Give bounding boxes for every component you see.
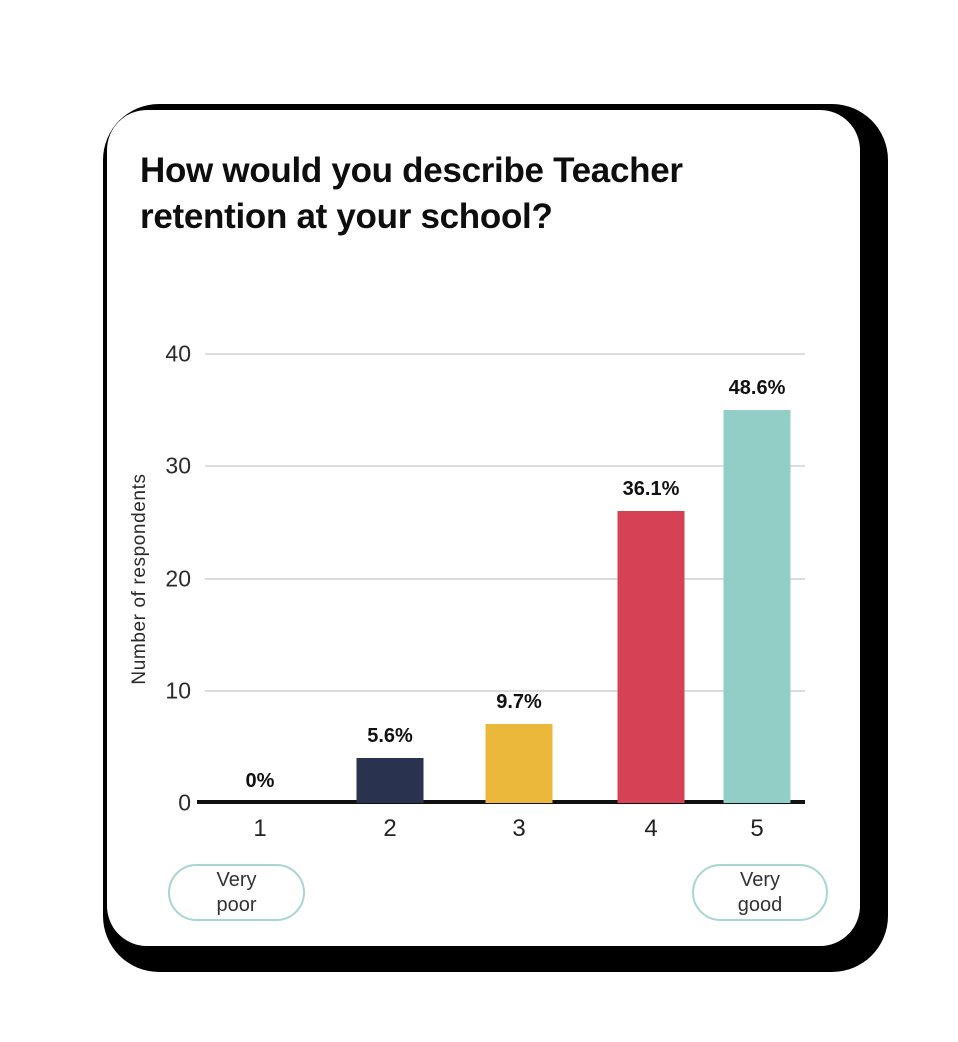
plot-area: Number of respondents 0 10 20 30 40 0% 1 5.6% 2 9…: [129, 341, 805, 842]
bar-2: [356, 758, 424, 803]
scale-label-very-poor: Very poor: [168, 864, 305, 921]
bar-value-label-2: 5.6%: [367, 725, 413, 748]
bar-3: [485, 724, 553, 803]
chart-title: How would you describe Teacher retention…: [140, 151, 683, 237]
y-tick-label-0: 0: [178, 789, 191, 816]
chart-card: How would you describe Teacher retention…: [107, 110, 860, 946]
gridline-40: [205, 353, 805, 355]
y-tick-label-20: 20: [165, 565, 191, 591]
bar-4: [617, 511, 685, 803]
x-tick-label-2: 2: [383, 815, 397, 842]
y-tick-label-40: 40: [165, 340, 191, 367]
bar-value-label-1: 0%: [245, 770, 275, 792]
y-axis-label: Number of respondents: [129, 472, 150, 685]
gridline-30: [205, 465, 805, 468]
y-tick-label-10: 10: [165, 677, 191, 704]
bar-value-label-3: 9.7%: [496, 691, 542, 714]
gridline-20: [205, 577, 805, 580]
bar-5: [723, 410, 791, 803]
scale-label-very-good: Very good: [692, 864, 828, 921]
x-tick-label-3: 3: [512, 815, 526, 842]
x-tick-label-1: 1: [253, 815, 267, 842]
x-tick-label-4: 4: [644, 815, 658, 842]
gridline-10: [205, 689, 805, 692]
bar-value-label-4: 36.1%: [622, 478, 680, 501]
bar-value-label-5: 48.6%: [728, 377, 786, 400]
y-tick-label-30: 30: [165, 452, 191, 479]
x-tick-label-5: 5: [750, 815, 764, 842]
